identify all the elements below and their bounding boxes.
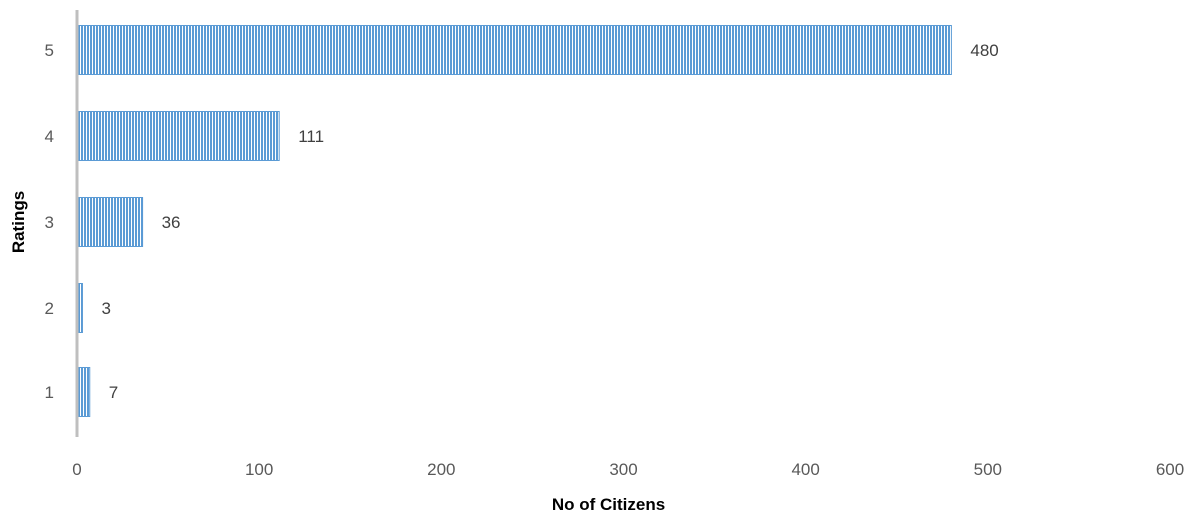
x-tick-label-600: 600 — [1156, 460, 1184, 479]
x-tick-label-200: 200 — [427, 460, 455, 479]
bar-rating-3 — [77, 197, 144, 247]
y-tick-label-4: 4 — [45, 127, 54, 146]
x-tick-label-100: 100 — [245, 460, 273, 479]
bar-rating-5 — [77, 25, 952, 75]
x-tick-label-0: 0 — [72, 460, 81, 479]
bar-rating-2 — [77, 283, 83, 333]
x-tick-label-400: 400 — [791, 460, 819, 479]
data-label-rating-2: 3 — [101, 299, 110, 318]
x-tick-label-300: 300 — [609, 460, 637, 479]
y-tick-labels: 1 2 3 4 5 — [45, 41, 54, 402]
bar-rating-1 — [77, 367, 91, 417]
data-label-rating-3: 36 — [162, 213, 181, 232]
data-labels-group: 7 3 36 111 480 — [101, 41, 998, 402]
y-tick-label-1: 1 — [45, 383, 54, 402]
data-label-rating-5: 480 — [970, 41, 998, 60]
bars-group — [77, 25, 952, 417]
y-tick-label-5: 5 — [45, 41, 54, 60]
x-tick-labels: 0 100 200 300 400 500 600 — [72, 460, 1184, 479]
data-label-rating-4: 111 — [298, 127, 324, 146]
bar-rating-4 — [77, 111, 280, 161]
y-tick-label-3: 3 — [45, 213, 54, 232]
x-tick-label-500: 500 — [974, 460, 1002, 479]
data-label-rating-1: 7 — [109, 383, 118, 402]
y-axis-title: Ratings — [9, 191, 28, 253]
x-axis-title: No of Citizens — [552, 495, 665, 514]
y-tick-label-2: 2 — [45, 299, 54, 318]
